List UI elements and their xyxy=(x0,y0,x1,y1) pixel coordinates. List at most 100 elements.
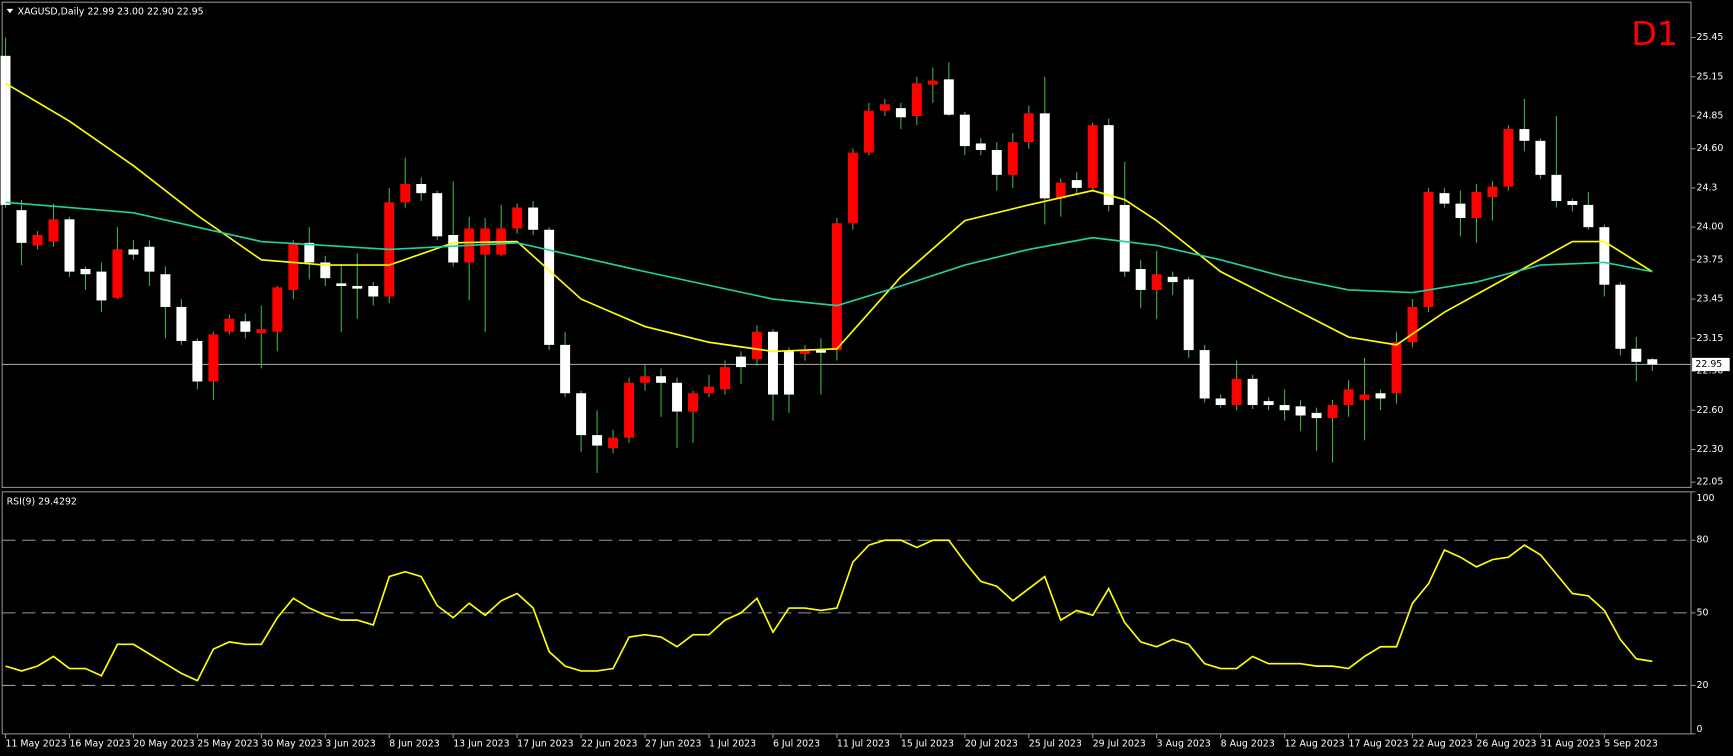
candle-body xyxy=(256,329,267,334)
candle-body xyxy=(1039,113,1050,199)
candle-body xyxy=(592,435,603,446)
moving-average xyxy=(5,82,1653,353)
candle-body xyxy=(96,271,107,301)
candle-body xyxy=(1391,342,1402,394)
candle-body xyxy=(320,262,331,279)
candle-body xyxy=(144,246,155,272)
candle-body xyxy=(400,184,411,203)
candle-body xyxy=(512,207,523,229)
candle-body xyxy=(959,114,970,147)
candle-body xyxy=(1279,405,1290,411)
candle-body xyxy=(1487,186,1498,198)
candle-body xyxy=(448,235,459,263)
candle-body xyxy=(736,356,746,368)
candle-body xyxy=(1087,125,1098,188)
candle-body xyxy=(1615,284,1626,349)
candle-body xyxy=(1055,182,1066,199)
candle-body xyxy=(720,367,730,390)
candle-body xyxy=(656,376,667,383)
moving-average xyxy=(5,201,1653,307)
candle-body xyxy=(176,306,187,341)
candle-body xyxy=(895,108,906,118)
timeframe-badge: D1 xyxy=(1631,14,1678,53)
candle-body xyxy=(640,376,651,383)
candle-body xyxy=(1423,191,1434,307)
x-tick-label: 20 May 2023 xyxy=(133,738,194,749)
candle-body xyxy=(416,184,427,194)
y-tick-label: 24.3 xyxy=(1697,182,1718,193)
candle-body xyxy=(1631,348,1642,362)
candle-body xyxy=(1215,398,1226,406)
candle-body xyxy=(1151,274,1162,290)
candle-body xyxy=(64,219,75,272)
candle-body xyxy=(767,331,778,395)
candle-body xyxy=(1535,140,1546,175)
x-tick-label: 29 Jul 2023 xyxy=(1093,738,1146,749)
candle-body xyxy=(1647,359,1658,365)
candle-body xyxy=(624,382,635,438)
candle-body xyxy=(688,393,698,412)
candle-body xyxy=(304,242,315,263)
candle-body xyxy=(1519,129,1530,141)
price-panel xyxy=(1,1,1692,488)
candle-body xyxy=(1023,113,1034,143)
candle-body xyxy=(1359,394,1370,400)
menu-arrow[interactable] xyxy=(6,8,14,14)
y-tick-label: 25.15 xyxy=(1697,71,1724,82)
symbol-header: XAGUSD,Daily 22.99 23.00 22.90 22.95 xyxy=(18,7,204,18)
candle-body xyxy=(1375,393,1386,399)
candle-body xyxy=(1583,204,1594,228)
candle-body xyxy=(1343,389,1354,406)
y-tick-label: 23.75 xyxy=(1697,254,1724,265)
candle-body xyxy=(112,249,123,298)
x-tick-label: 1 Jul 2023 xyxy=(709,738,756,749)
candle-body xyxy=(576,393,587,436)
x-tick-label: 13 Jun 2023 xyxy=(453,738,509,749)
candle-body xyxy=(1503,129,1514,187)
x-tick-label: 22 Jun 2023 xyxy=(581,738,637,749)
candle-body xyxy=(1327,405,1338,419)
candle-body xyxy=(352,286,363,289)
last-price-label: 22.95 xyxy=(1695,359,1722,370)
y-tick-label: 22.30 xyxy=(1697,444,1724,455)
candle-body xyxy=(704,386,714,394)
candle-body xyxy=(1199,350,1210,399)
rsi-line xyxy=(5,539,1653,682)
candle-body xyxy=(16,210,27,243)
y-tick-label: 24.00 xyxy=(1697,222,1724,233)
x-tick-label: 31 Aug 2023 xyxy=(1540,738,1600,749)
y-tick-label: 23.15 xyxy=(1697,333,1724,344)
candle-body xyxy=(528,207,539,230)
x-tick-label: 11 May 2023 xyxy=(6,738,67,749)
candle-body xyxy=(192,340,203,382)
last-price-box xyxy=(1692,357,1730,372)
y-tick-label: 23.45 xyxy=(1697,294,1724,305)
x-tick-label: 25 Jul 2023 xyxy=(1029,738,1082,749)
x-tick-label: 11 Jul 2023 xyxy=(837,738,890,749)
candle-body xyxy=(128,249,139,255)
candle-body xyxy=(1295,406,1306,416)
candle-body xyxy=(336,283,347,287)
candle-body xyxy=(927,80,938,85)
candle-body xyxy=(544,229,555,345)
candle-body xyxy=(1183,279,1194,351)
candle-body xyxy=(815,350,826,353)
candle-body xyxy=(1311,412,1322,419)
candle-body xyxy=(1551,174,1562,202)
x-tick-label: 20 Jul 2023 xyxy=(965,738,1018,749)
x-tick-label: 6 Jul 2023 xyxy=(773,738,820,749)
candle-body xyxy=(1119,204,1130,272)
y-tick-label: 0 xyxy=(1697,724,1703,735)
candle-body xyxy=(847,152,858,224)
candle-body xyxy=(1103,125,1114,205)
y-tick-label: 24.85 xyxy=(1697,110,1724,121)
x-tick-label: 30 May 2023 xyxy=(261,738,322,749)
candle-body xyxy=(272,287,283,332)
x-tick-label: 25 May 2023 xyxy=(197,738,258,749)
candle-body xyxy=(1471,191,1482,219)
y-tick-label: 80 xyxy=(1697,535,1709,546)
candle-body xyxy=(879,104,890,111)
x-tick-label: 22 Aug 2023 xyxy=(1412,738,1472,749)
candle-body xyxy=(975,143,986,150)
candle-body xyxy=(831,223,842,351)
